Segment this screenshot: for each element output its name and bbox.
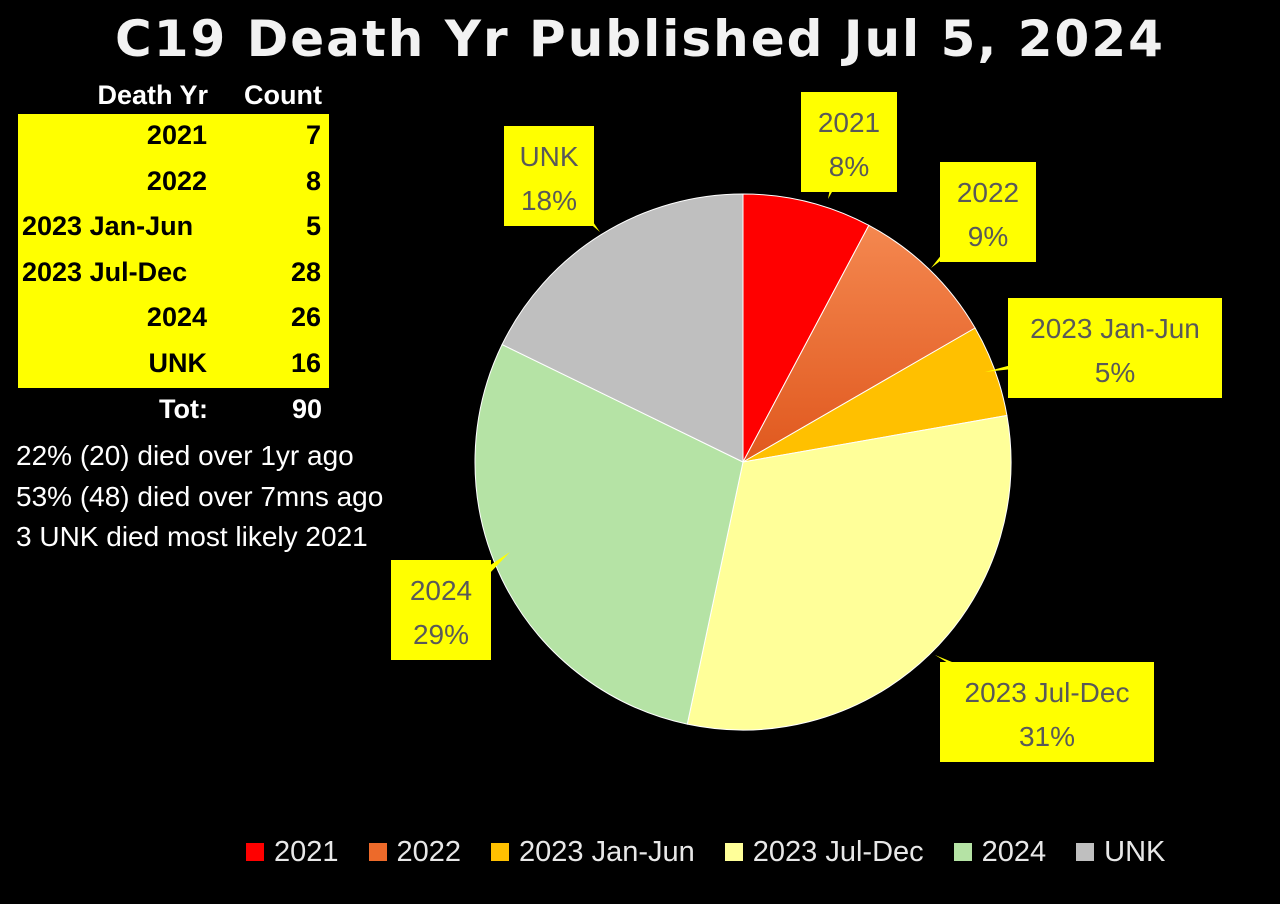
- table-row: 2023 Jul-Dec 28: [18, 251, 329, 297]
- legend-label: 2023 Jan-Jun: [519, 835, 695, 868]
- data-label: 2023 Jan-Jun 5%: [985, 298, 1222, 398]
- row-year: 2023 Jul-Dec: [22, 256, 188, 287]
- legend-swatch: [246, 843, 264, 861]
- data-label-category: 2022: [957, 177, 1019, 208]
- legend-swatch: [724, 843, 743, 861]
- legend-swatch: [491, 843, 510, 861]
- data-label-percent: 29%: [413, 619, 469, 650]
- data-label: 2021 8%: [801, 92, 897, 199]
- total-value: 90: [291, 393, 322, 424]
- note-line: 3 UNK died most likely 2021: [16, 521, 368, 552]
- pie-slice-2022: [741, 224, 976, 464]
- legend-item: 2022: [368, 835, 462, 869]
- row-year: 2021: [146, 120, 207, 150]
- note-line: 22% (20) died over 1yr ago: [16, 440, 354, 471]
- row-count: 16: [290, 347, 321, 378]
- row-year: 2022: [146, 165, 207, 196]
- pie-slice-unk: [501, 193, 744, 463]
- data-label-percent: 18%: [521, 185, 577, 216]
- row-count: 5: [305, 211, 321, 242]
- data-label: 2023 Jul-Dec 31%: [935, 655, 1154, 762]
- table-total-row: Tot: 90: [18, 388, 330, 434]
- legend-label: 2023 Jul-Dec: [752, 835, 924, 868]
- row-year: UNK: [148, 347, 208, 378]
- total-label: Tot:: [159, 393, 208, 424]
- legend: 2021 2022 2023 Jan-Jun 2023 Jul-Dec 2024…: [246, 834, 1195, 870]
- legend-label: UNK: [1104, 835, 1166, 868]
- notes: 22% (20) died over 1yr ago 53% (48) died…: [16, 436, 383, 558]
- legend-item: 2021: [246, 836, 339, 869]
- pie-slice-2023-jul-dec: [686, 414, 1012, 731]
- data-label-category: 2021: [818, 107, 880, 138]
- header-death-yr: Death Yr: [97, 80, 208, 110]
- data-label-percent: 8%: [829, 151, 869, 182]
- table-row: UNK 16: [18, 342, 329, 388]
- data-label-category: 2023 Jul-Dec: [965, 677, 1130, 708]
- row-count: 26: [290, 302, 321, 333]
- pie-slice-2021: [742, 193, 870, 463]
- data-label-category: 2023 Jan-Jun: [1030, 313, 1200, 344]
- row-year: 2024: [146, 302, 207, 333]
- data-label-percent: 5%: [1095, 357, 1135, 388]
- note-line: 53% (48) died over 7mns ago: [16, 480, 384, 512]
- table-body: 2021 7 2022 8 2023 Jan-Jun 5 2023 Jul-De…: [18, 114, 329, 388]
- data-label-percent: 9%: [968, 221, 1008, 252]
- row-year: 2023 Jan-Jun: [22, 211, 194, 242]
- row-count: 28: [290, 256, 321, 287]
- legend-item: 2024: [953, 835, 1047, 869]
- data-label: 2024 29%: [391, 552, 510, 660]
- legend-label: 2021: [274, 835, 339, 868]
- header-count: Count: [244, 80, 322, 110]
- chart-title: C19 Death Yr Published Jul 5, 2024: [115, 10, 1165, 68]
- data-label: UNK 18%: [504, 126, 600, 232]
- row-count: 8: [305, 165, 321, 196]
- legend-swatch: [1076, 843, 1095, 861]
- data-label-category: 2024: [410, 575, 472, 606]
- data-label-percent: 31%: [1019, 721, 1075, 752]
- table-row: 2024 26: [18, 296, 329, 342]
- table-header: Death Yr Count: [18, 74, 330, 114]
- legend-item: UNK: [1076, 836, 1165, 869]
- legend-label: 2022: [396, 835, 462, 868]
- pie-slice-2024: [474, 343, 744, 725]
- legend-item: 2023 Jan-Jun: [491, 836, 695, 869]
- count-table: Death Yr Count 2021 7 2022 8 2023 Jan-Ju…: [18, 74, 330, 434]
- legend-item: 2023 Jul-Dec: [724, 835, 924, 869]
- data-label: 2022 9%: [931, 162, 1036, 268]
- legend-swatch: [953, 843, 972, 861]
- table-row: 2021 7: [18, 114, 329, 160]
- table-row: 2023 Jan-Jun 5: [18, 205, 329, 251]
- legend-label: 2024: [981, 835, 1047, 868]
- table-row: 2022 8: [18, 160, 329, 206]
- legend-swatch: [368, 843, 387, 861]
- data-label-category: UNK: [519, 141, 578, 172]
- row-count: 7: [305, 120, 321, 150]
